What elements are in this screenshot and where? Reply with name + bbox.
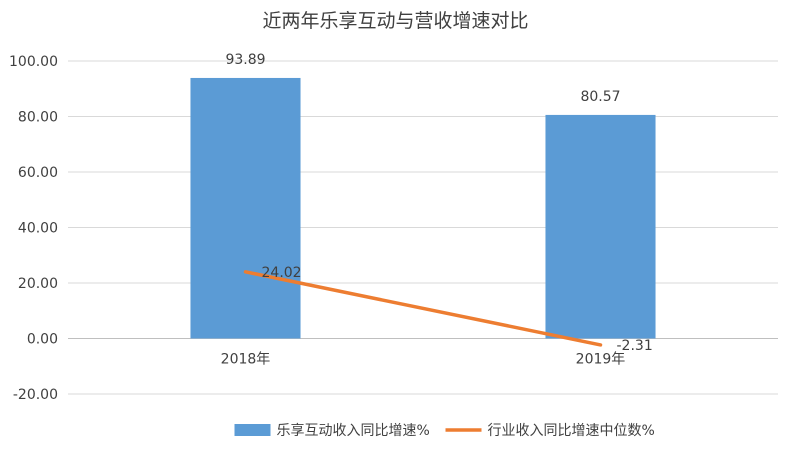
line-data-label: -2.31 — [617, 338, 653, 354]
y-tick-label: 0.00 — [27, 332, 58, 348]
legend-label: 行业收入同比增速中位数% — [488, 423, 655, 439]
y-tick-label: 60.00 — [18, 165, 58, 181]
line-data-label: 24.02 — [262, 265, 302, 281]
y-tick-label: 40.00 — [18, 221, 58, 237]
bar — [545, 114, 656, 339]
y-tick-label: 100.00 — [9, 54, 58, 70]
series-line — [243, 270, 603, 347]
axis-layer: -20.00 0.00 20.00 40.00 60.00 80.00 100.00 2018… — [9, 54, 778, 403]
y-tick-label: 20.00 — [18, 276, 58, 292]
bar-data-label: 80.57 — [580, 89, 620, 105]
grid-layer — [68, 60, 778, 395]
y-tick-label: -20.00 — [13, 387, 58, 403]
x-tick-label: 2019年 — [576, 352, 626, 368]
legend-swatch — [234, 424, 271, 436]
legend-label: 乐享互动收入同比增速% — [277, 422, 430, 439]
label-layer: 93.89 80.57 24.02 -2.31 — [225, 52, 652, 354]
bar-layer — [190, 77, 656, 339]
x-tick-label: 2018年 — [221, 352, 271, 368]
legend: 乐享互动收入同比增速% 行业收入同比增速中位数% — [234, 422, 655, 439]
bar-data-label: 93.89 — [225, 52, 265, 68]
line-layer — [243, 270, 603, 347]
y-tick-label: 80.00 — [18, 110, 58, 126]
bar — [190, 77, 301, 339]
chart-title: 近两年乐享互动与营收增速对比 — [262, 10, 529, 32]
